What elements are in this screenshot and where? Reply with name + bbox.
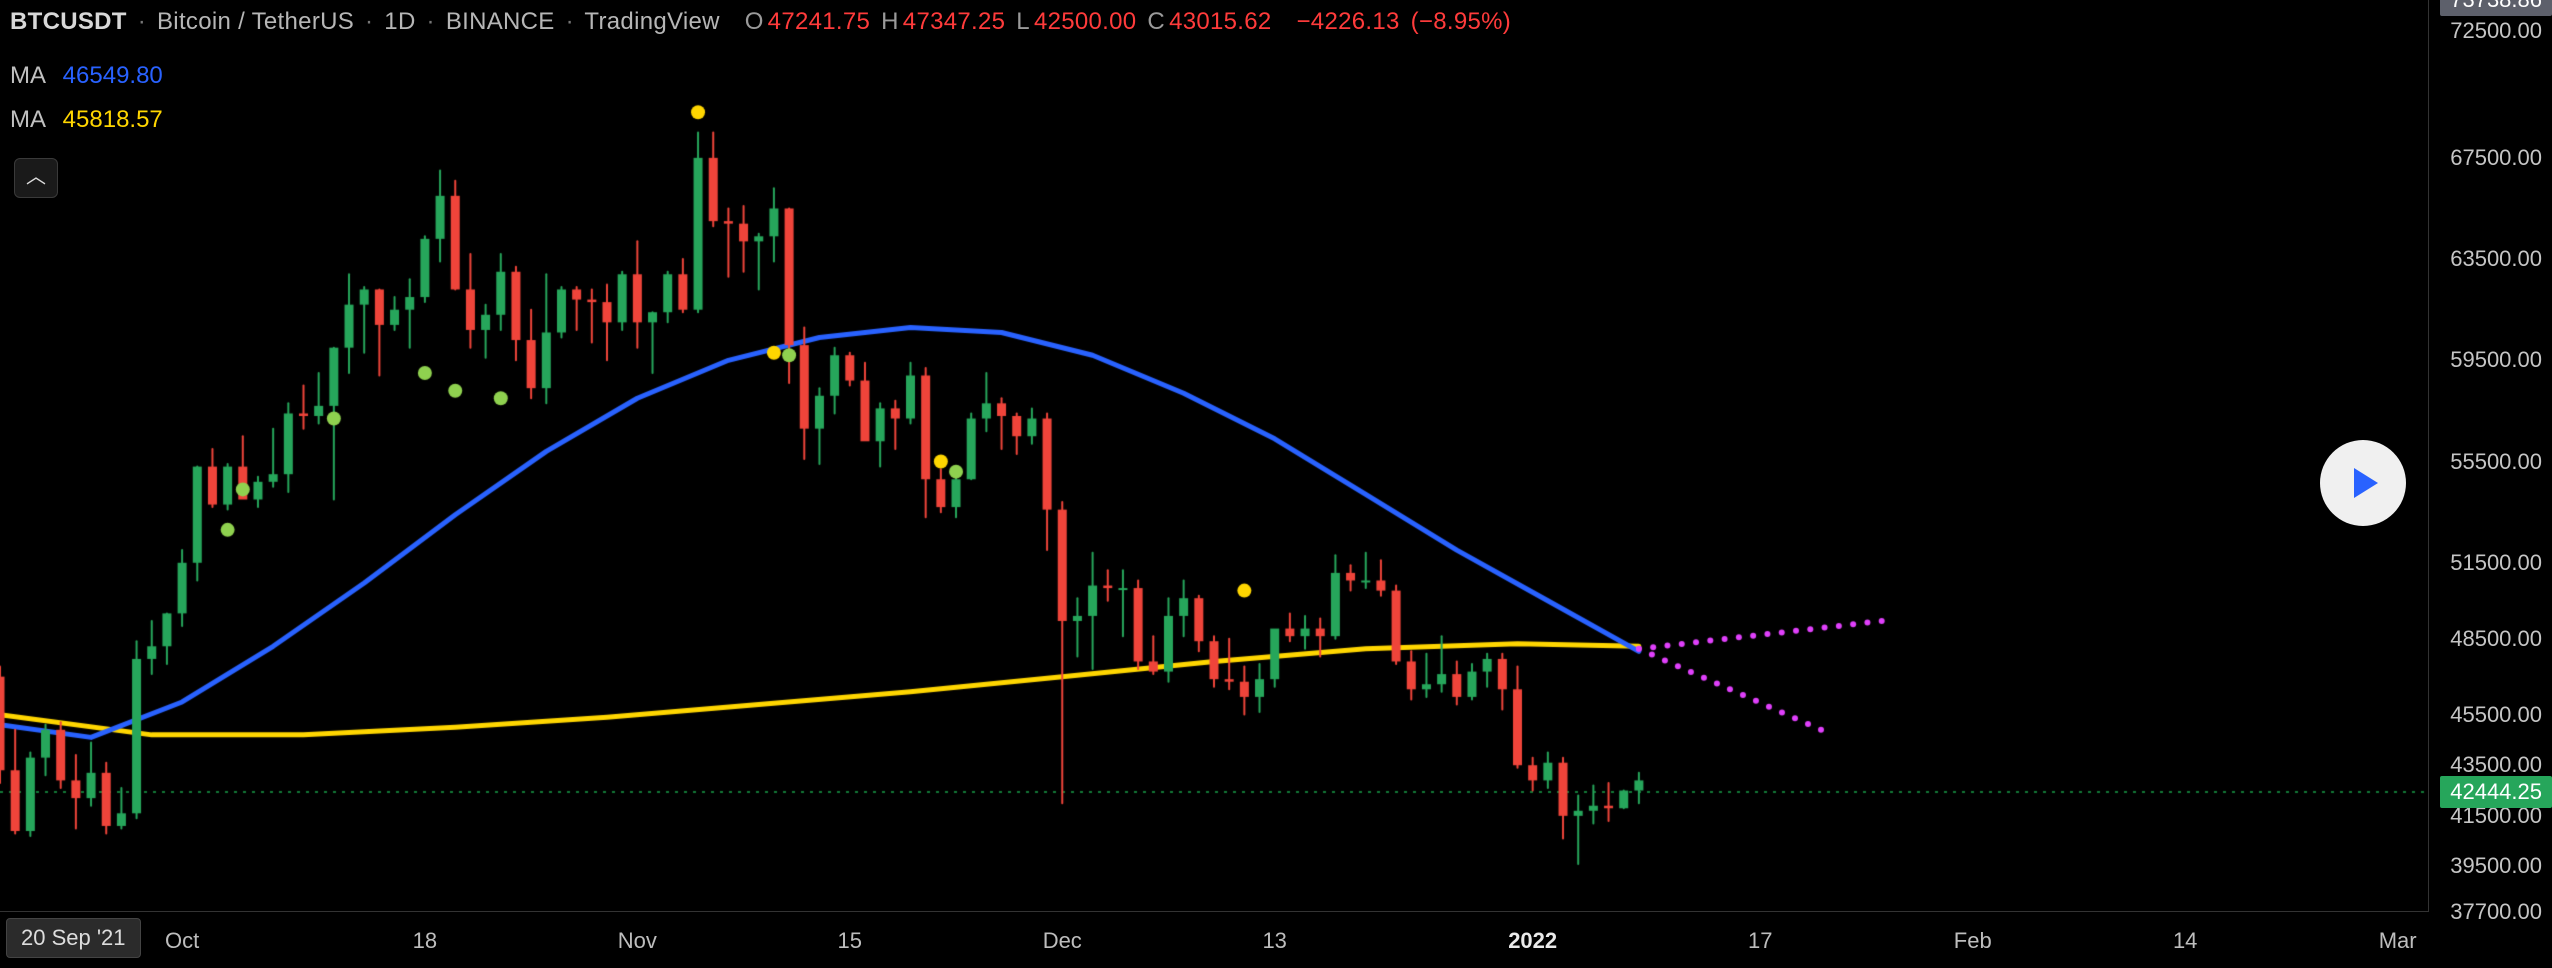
x-tick: Feb	[1954, 928, 1992, 954]
y-tick: 48500.00	[2450, 626, 2542, 652]
goto-date-button[interactable]: 20 Sep '21	[6, 918, 141, 958]
y-tick: 59500.00	[2450, 347, 2542, 373]
x-tick: 17	[1748, 928, 1772, 954]
y-tick: 51500.00	[2450, 550, 2542, 576]
x-tick: 15	[838, 928, 862, 954]
x-tick: 14	[2173, 928, 2197, 954]
price-scale[interactable]: 72500.00 67500.00 63500.00 59500.00 55500.00…	[2437, 0, 2552, 968]
y-tick: 55500.00	[2450, 449, 2542, 475]
price-chart[interactable]	[0, 0, 2428, 912]
x-tick: 2022	[1508, 928, 1557, 954]
time-scale[interactable]: 20 Sep '21 Oct 18 Nov 15 Dec 13 2022 17 Feb 14 Mar	[0, 911, 2428, 968]
x-tick: Mar	[2379, 928, 2417, 954]
y-tick: 72500.00	[2450, 18, 2542, 44]
x-tick: Oct	[165, 928, 199, 954]
x-tick: 13	[1262, 928, 1286, 954]
y-tick: 39500.00	[2450, 853, 2542, 879]
y-tick: 37700.00	[2450, 899, 2542, 925]
scale-divider	[2428, 0, 2429, 912]
x-tick: Dec	[1043, 928, 1082, 954]
y-tick: 43500.00	[2450, 752, 2542, 778]
y-tick: 67500.00	[2450, 145, 2542, 171]
x-tick: 18	[413, 928, 437, 954]
y-tick: 45500.00	[2450, 702, 2542, 728]
price-tag-live: 42444.25	[2440, 776, 2552, 808]
price-tag-top: 73738.86	[2440, 0, 2552, 16]
x-tick: Nov	[618, 928, 657, 954]
play-button[interactable]	[2320, 440, 2406, 526]
y-tick: 63500.00	[2450, 246, 2542, 272]
